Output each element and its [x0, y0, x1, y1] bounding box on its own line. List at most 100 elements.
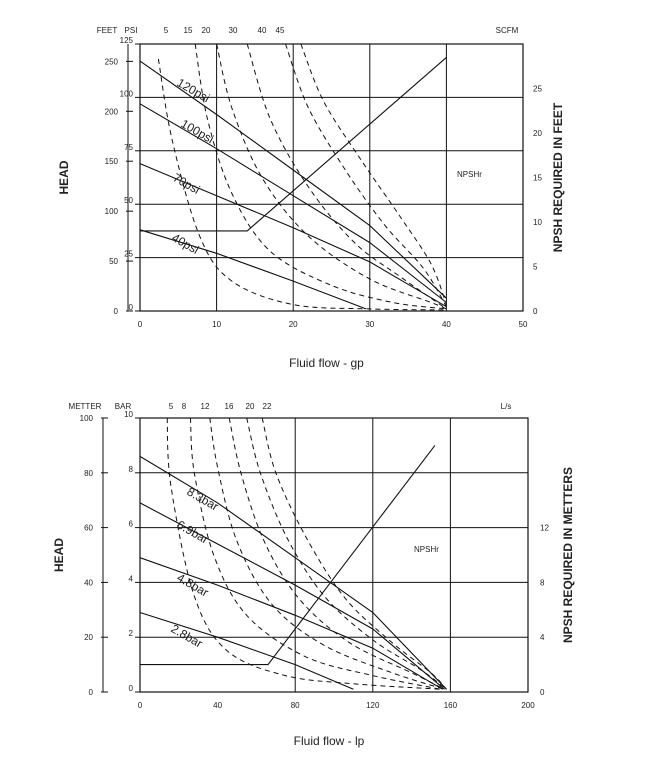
- npsh-tick-label: 20: [533, 129, 542, 138]
- head-tick-label: 80: [84, 469, 93, 478]
- head-tick-label: 100: [105, 207, 119, 216]
- air-consumption-curve: [157, 58, 447, 311]
- npsh-tick-label: 5: [533, 263, 538, 272]
- air-tick-label: 12: [201, 402, 210, 411]
- pressure-tick-label: 4: [129, 574, 134, 583]
- npsh-tick-label: 0: [540, 688, 545, 697]
- y-axis-title-left: HEAD: [52, 538, 66, 572]
- air-tick-label: 15: [184, 26, 193, 35]
- head-tick-label: 20: [84, 633, 93, 642]
- head-tick-label: 0: [114, 307, 119, 316]
- npsh-tick-label: 8: [540, 578, 545, 587]
- air-unit-label: L/s: [501, 402, 512, 411]
- head-unit-label: METTER: [69, 402, 102, 411]
- head-unit-label: FEET: [97, 26, 118, 35]
- air-tick-label: 30: [229, 26, 238, 35]
- air-consumption-curve: [228, 417, 445, 690]
- y-axis-title-right: NPSH REQUIRED IN METTERS: [561, 467, 575, 643]
- x-tick-label: 0: [138, 701, 143, 710]
- head-tick-label: 100: [80, 414, 94, 423]
- plot-frame: [139, 43, 524, 312]
- pressure-curve-4.8bar: [139, 557, 443, 690]
- pressure-tick-label: 75: [124, 143, 133, 152]
- air-consumption-curve: [285, 43, 447, 307]
- air-consumption-curve: [300, 43, 447, 305]
- head-tick-label: 200: [105, 107, 119, 116]
- npsh-tick-label: 12: [540, 524, 549, 533]
- pressure-tick-label: 6: [129, 520, 134, 529]
- pressure-curve-2.8bar: [139, 611, 354, 690]
- air-tick-label: 40: [258, 26, 267, 35]
- pressure-curve-8.3bar: [139, 455, 447, 690]
- pressure-tick-label: 100: [120, 89, 134, 98]
- x-tick-label: 20: [289, 320, 298, 329]
- air-tick-label: 16: [225, 402, 234, 411]
- npshr-label: NPSHr: [457, 170, 482, 179]
- air-consumption-curve: [216, 43, 447, 310]
- npshr-curve: [140, 445, 436, 666]
- npsh-tick-label: 4: [540, 633, 545, 642]
- y-axis-title-right: NPSH REQUIRED IN FEET: [551, 102, 565, 252]
- x-tick-label: 200: [521, 701, 535, 710]
- pressure-tick-label: 50: [124, 196, 133, 205]
- x-tick-label: 80: [291, 701, 300, 710]
- x-tick-label: 120: [366, 701, 380, 710]
- curve-label: 70psi: [171, 170, 203, 196]
- x-tick-label: 160: [444, 701, 458, 710]
- pressure-tick-label: 8: [129, 465, 134, 474]
- npsh-tick-label: 10: [533, 218, 542, 227]
- pressure-tick-label: 10: [124, 410, 133, 419]
- head-tick-label: 150: [105, 157, 119, 166]
- pressure-tick-label: 0: [129, 684, 134, 693]
- plot-frame: [139, 417, 529, 693]
- head-tick-label: 0: [89, 688, 94, 697]
- x-axis-title: Fluid flow - lp: [294, 734, 365, 748]
- head-tick-label: 250: [105, 57, 119, 66]
- npshr-curve: [140, 56, 447, 232]
- curve-label: 8.3bar: [185, 484, 221, 513]
- x-tick-label: 10: [212, 320, 221, 329]
- y-axis-title-left: HEAD: [57, 160, 71, 194]
- x-tick-label: 40: [442, 320, 451, 329]
- npsh-tick-label: 0: [533, 307, 538, 316]
- x-axis-title: Fluid flow - gp: [289, 356, 364, 370]
- air-tick-label: 45: [276, 26, 285, 35]
- air-tick-label: 22: [263, 402, 272, 411]
- pressure-curve-120psi: [139, 60, 447, 299]
- air-consumption-curve: [166, 417, 441, 690]
- pressure-tick-label: 25: [124, 250, 133, 259]
- npsh-tick-label: 15: [533, 174, 542, 183]
- air-tick-label: 8: [182, 402, 187, 411]
- air-unit-label: SCFM: [496, 26, 519, 35]
- curve-label: 4.8bar: [175, 570, 211, 599]
- curve-label: 6.9bar: [175, 517, 211, 546]
- air-consumption-curve: [246, 43, 447, 310]
- x-tick-label: 50: [519, 320, 528, 329]
- head-tick-label: 50: [109, 257, 118, 266]
- air-consumption-curve: [194, 43, 447, 310]
- pressure-tick-label: 125: [120, 36, 134, 45]
- curve-label: 120psi: [175, 75, 213, 105]
- npshr-label: NPSHr: [414, 545, 439, 554]
- air-tick-label: 5: [169, 402, 174, 411]
- curve-label: 40psi: [170, 230, 202, 256]
- pressure-curve-100psi: [139, 103, 447, 303]
- head-tick-label: 40: [84, 578, 93, 587]
- pressure-unit-label: PSI: [125, 26, 138, 35]
- x-tick-label: 30: [365, 320, 374, 329]
- x-tick-label: 40: [213, 701, 222, 710]
- air-tick-label: 20: [202, 26, 211, 35]
- air-consumption-curve: [209, 417, 445, 690]
- air-consumption-curve: [189, 417, 441, 690]
- x-tick-label: 0: [138, 320, 143, 329]
- air-tick-label: 20: [246, 402, 255, 411]
- curve-label: 100psi: [179, 116, 217, 146]
- pressure-unit-label: BAR: [115, 402, 132, 411]
- npsh-tick-label: 25: [533, 85, 542, 94]
- curve-label: 2.8bar: [169, 621, 205, 650]
- pressure-tick-label: 0: [129, 303, 134, 312]
- head-tick-label: 60: [84, 524, 93, 533]
- pressure-curve-70psi: [139, 163, 447, 308]
